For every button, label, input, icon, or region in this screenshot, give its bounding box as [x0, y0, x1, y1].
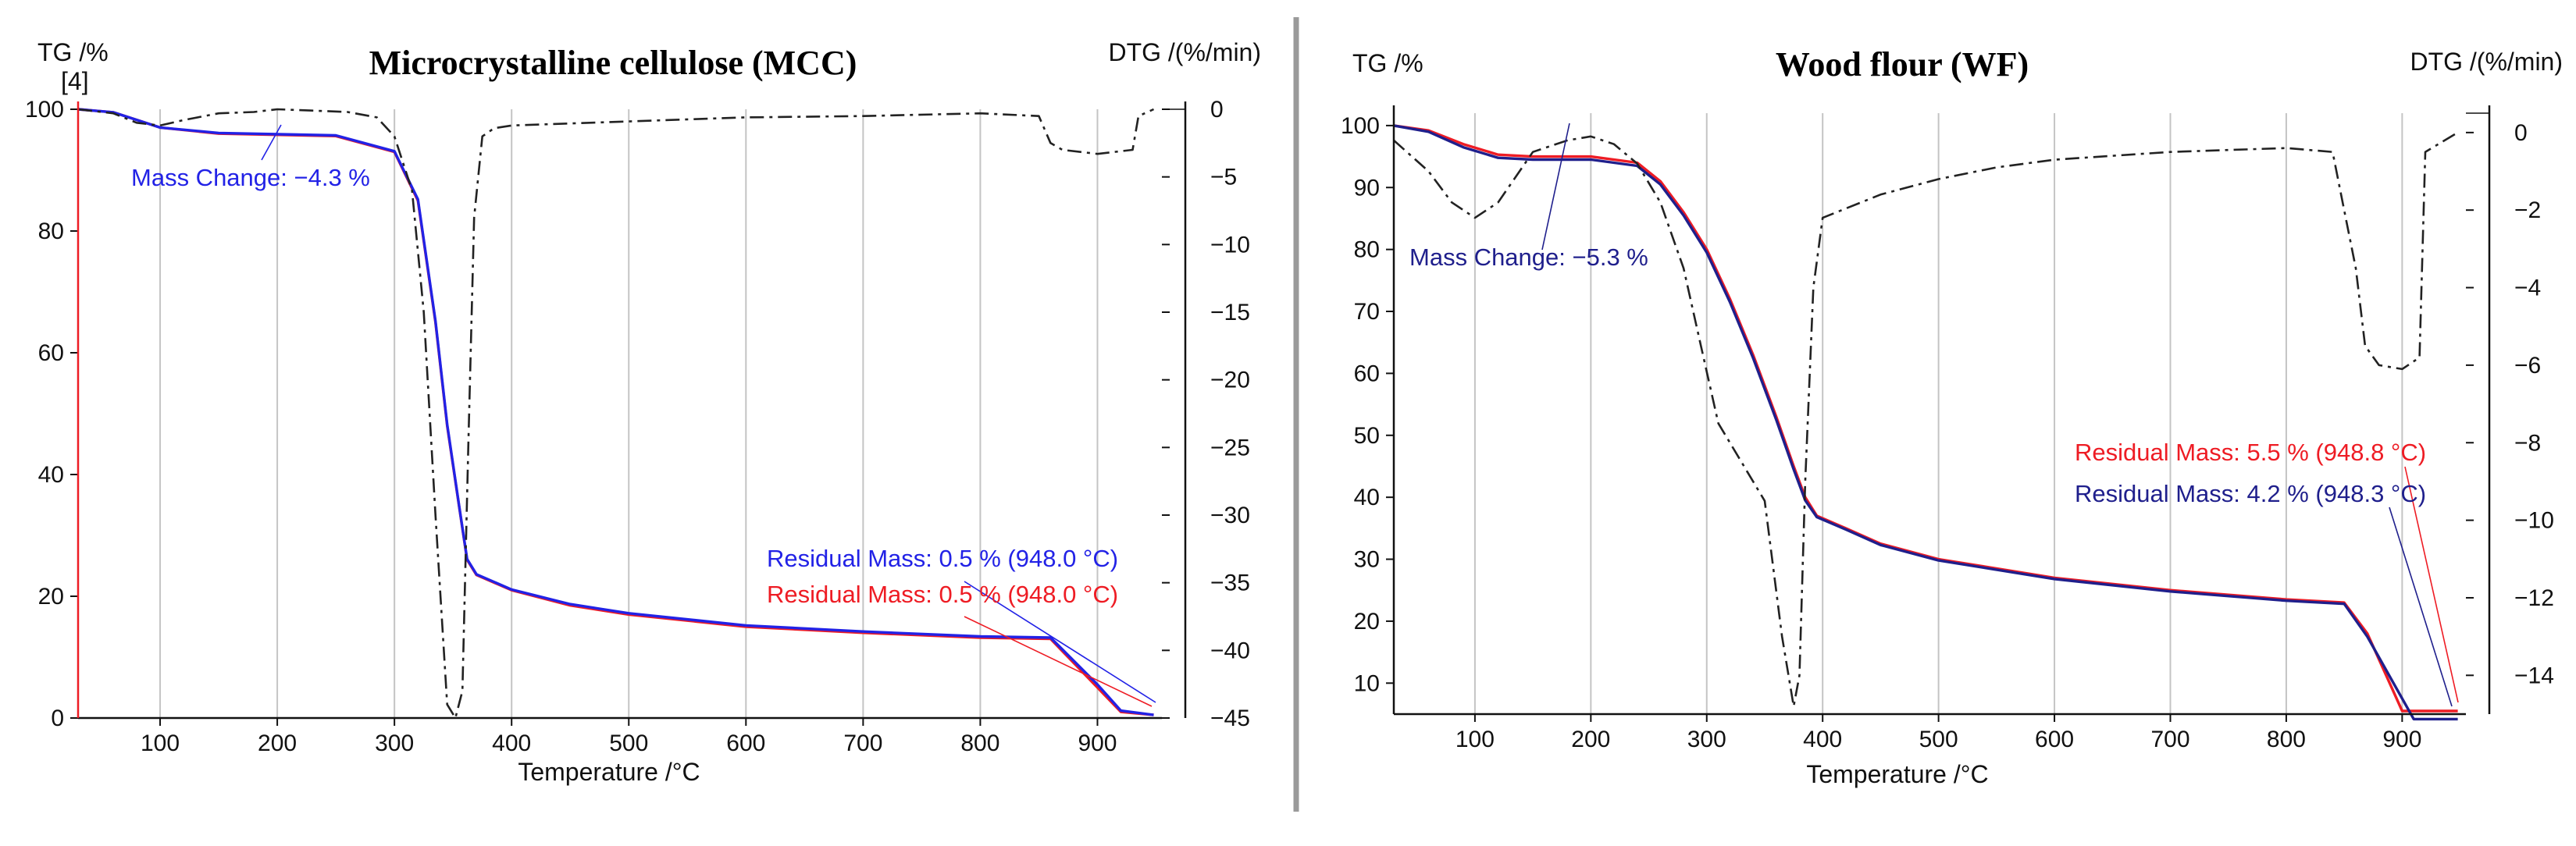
series-tg-red [77, 108, 1154, 716]
x-tick-label: 200 [258, 730, 297, 756]
x-tick-label: 100 [141, 730, 180, 756]
y-axis-label: TG /% [37, 38, 109, 66]
panel-wf: Wood flour (WF) TG /% DTG /(%/min) Tempe… [1341, 45, 2563, 788]
y2-tick-label: −40 [1210, 638, 1250, 663]
y-tick-label: 50 [1354, 423, 1380, 449]
y-tick-label: 0 [51, 706, 64, 731]
x-tick-label: 200 [1571, 727, 1610, 752]
x-tick-label: 600 [2035, 727, 2074, 752]
residual-mass-red-annotation: Residual Mass: 0.5 % (948.0 °C) [767, 581, 1118, 608]
residual-mass-navy-leader [2389, 507, 2453, 707]
y2-tick-label: −35 [1210, 571, 1250, 596]
chart-title: Microcrystalline cellulose (MCC) [369, 44, 857, 82]
y-tick-label: 90 [1354, 175, 1380, 201]
x-tick-label: 900 [1078, 730, 1117, 756]
panel-mcc: Microcrystalline cellulose (MCC) TG /% [… [25, 38, 1261, 786]
annotations: Mass Change: −4.3 % Residual Mass: 0.5 %… [131, 124, 1156, 707]
residual-mass-navy-annotation: Residual Mass: 4.2 % (948.3 °C) [2075, 480, 2426, 507]
x-tick-label: 300 [1687, 727, 1726, 752]
grid [1473, 113, 2403, 714]
y-tick-label: 70 [1354, 299, 1380, 325]
residual-mass-red-annotation: Residual Mass: 5.5 % (948.8 °C) [2075, 439, 2426, 466]
series-dtg [1393, 131, 2459, 708]
y2-tick-label: −2 [2514, 197, 2541, 223]
y-axis-label: TG /% [1352, 49, 1423, 77]
series-group [77, 108, 1155, 720]
y2-axis-label: DTG /(%/min) [1108, 38, 1261, 66]
x-tick-label: 300 [375, 730, 414, 756]
axes: 100 200 300 400 500 600 700 800 9001020304050607… [1341, 105, 2554, 752]
corner-label: [4] [61, 67, 89, 95]
y-tick-label: 10 [1354, 670, 1380, 696]
y2-tick-label: −30 [1210, 503, 1250, 528]
x-axis-label: Temperature /°C [518, 758, 700, 786]
y-tick-label: 60 [38, 340, 64, 366]
y-tick-label: 60 [1354, 361, 1380, 386]
series-tg-navy [1393, 124, 2458, 721]
y-tick-label: 100 [25, 97, 64, 123]
residual-mass-red-leader [2404, 466, 2459, 703]
x-tick-label: 800 [2267, 727, 2306, 752]
series-group [1393, 124, 2459, 721]
x-tick-label: 100 [1455, 727, 1495, 752]
x-tick-label: 500 [1919, 727, 1958, 752]
y-tick-label: 40 [38, 462, 64, 488]
series-dtg [77, 108, 1155, 720]
y2-tick-label: −12 [2514, 585, 2554, 611]
y-tick-label: 20 [1354, 609, 1380, 634]
y2-tick-label: −6 [2514, 353, 2541, 379]
annotations: Mass Change: −5.3 % Residual Mass: 5.5 %… [1409, 123, 2459, 707]
mass-change-annotation: Mass Change: −5.3 % [1409, 243, 1648, 271]
x-tick-label: 700 [843, 730, 882, 756]
x-tick-label: 800 [960, 730, 999, 756]
residual-mass-red-leader [964, 616, 1153, 707]
y-tick-label: 40 [1354, 485, 1380, 510]
chart-title: Wood flour (WF) [1776, 45, 2029, 84]
series-tg-blue [77, 108, 1154, 716]
mass-change-annotation: Mass Change: −4.3 % [131, 164, 370, 191]
y2-tick-label: −45 [1210, 706, 1250, 731]
x-tick-label: 400 [1803, 727, 1842, 752]
series-tg-red [1393, 124, 2458, 713]
y-tick-label: 30 [1354, 547, 1380, 573]
y2-tick-label: −14 [2514, 663, 2554, 688]
x-tick-label: 700 [2150, 727, 2189, 752]
y-tick-label: 80 [38, 219, 64, 244]
mass-change-leader [1541, 123, 1570, 251]
y-tick-label: 100 [1341, 113, 1380, 139]
x-tick-label: 500 [609, 730, 648, 756]
y2-tick-label: −20 [1210, 368, 1250, 393]
y2-tick-label: 0 [2514, 120, 2528, 146]
y-tick-label: 80 [1354, 237, 1380, 263]
y-tick-label: 20 [38, 584, 64, 610]
x-tick-label: 400 [492, 730, 531, 756]
grid [159, 109, 1099, 718]
x-tick-label: 900 [2382, 727, 2421, 752]
x-axis-label: Temperature /°C [1806, 760, 1988, 788]
y2-tick-label: −15 [1210, 300, 1250, 325]
y2-tick-label: −8 [2514, 430, 2541, 456]
y2-tick-label: −4 [2514, 275, 2541, 301]
y2-tick-label: −10 [2514, 508, 2554, 534]
axes: 100 200 300 400 500 600 700 800 900 0 20 40 60 80 100 0… [25, 97, 1250, 756]
y2-tick-label: −25 [1210, 435, 1250, 460]
y2-tick-label: −5 [1210, 165, 1237, 190]
y2-tick-label: 0 [1210, 97, 1224, 123]
residual-mass-blue-leader [964, 581, 1156, 703]
y2-tick-label: −10 [1210, 232, 1250, 258]
residual-mass-blue-annotation: Residual Mass: 0.5 % (948.0 °C) [767, 545, 1118, 572]
mass-change-leader [261, 124, 282, 161]
x-tick-label: 600 [726, 730, 765, 756]
y2-axis-label: DTG /(%/min) [2410, 48, 2563, 76]
